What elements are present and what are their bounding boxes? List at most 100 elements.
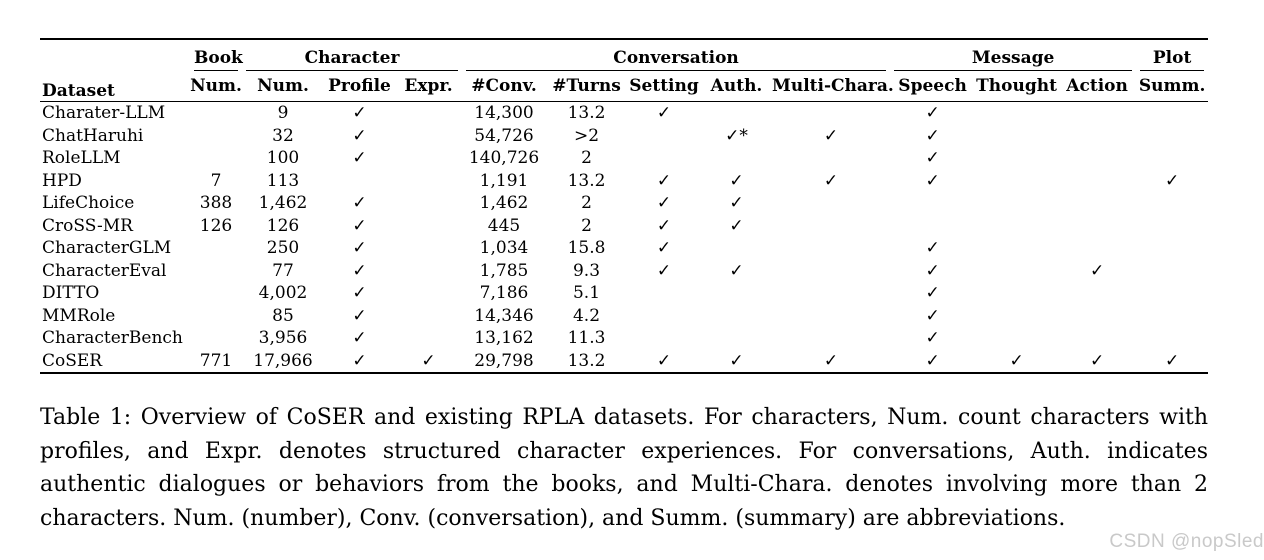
value-cell: 13,162	[474, 328, 534, 348]
empty-cell	[1136, 125, 1208, 148]
check-cell: ✓	[925, 170, 940, 191]
empty-cell	[1136, 192, 1208, 215]
column-header-dataset: Dataset	[40, 39, 190, 102]
empty-cell	[701, 305, 772, 328]
empty-cell	[701, 237, 772, 260]
value-cell: 2	[581, 148, 592, 168]
value-cell: 9	[277, 103, 289, 123]
empty-cell	[395, 327, 462, 350]
dataset-name-cell: ChatHaruhi	[42, 125, 144, 146]
empty-cell	[1058, 147, 1136, 170]
empty-cell	[395, 260, 462, 283]
check-cell: ✓	[925, 103, 940, 123]
check-cell: ✓	[729, 260, 744, 281]
dataset-name-cell: CoSER	[40, 349, 190, 374]
empty-cell	[701, 327, 772, 350]
value-cell: 5.1	[572, 283, 601, 303]
check-cell: ✓	[352, 103, 367, 123]
empty-cell	[190, 147, 242, 170]
group-header-character: Character	[242, 39, 462, 71]
group-header-conversation-label: Conversation	[466, 48, 887, 71]
value-cell: 2	[581, 193, 592, 213]
value-cell: 7,186	[479, 283, 529, 303]
check-cell: ✓	[352, 125, 367, 146]
group-header-book: Book	[190, 39, 243, 71]
value-cell: 4,002	[258, 283, 308, 303]
check-cell: ✓	[352, 305, 367, 326]
empty-cell	[772, 327, 890, 350]
value-cell: 14,346	[474, 305, 534, 326]
table-row: CharacterBench 3,956 ✓ 13,162 11.3 ✓	[40, 327, 1208, 350]
value-cell: 126	[199, 215, 233, 236]
dataset-name-cell: CroSS-MR	[42, 215, 133, 236]
value-cell: 14,300	[474, 103, 534, 123]
empty-cell	[701, 282, 772, 305]
value-cell: 140,726	[468, 148, 540, 168]
check-cell: ✓	[352, 148, 367, 168]
empty-cell	[1136, 305, 1208, 328]
check-cell: ✓*	[725, 125, 748, 146]
datasets-overview-table: Dataset Book Character Conversation Mess…	[40, 38, 1209, 374]
empty-cell	[975, 215, 1058, 238]
empty-cell	[190, 260, 242, 283]
table-row: MMRole 85 ✓ 14,346 4.2 ✓	[40, 305, 1208, 328]
value-cell: 4.2	[572, 305, 601, 326]
column-header-profile: Profile	[324, 71, 395, 102]
table-row: DITTO 4,002 ✓ 7,186 5.1 ✓	[40, 282, 1208, 305]
empty-cell	[1136, 327, 1208, 350]
empty-cell	[701, 147, 772, 170]
check-cell: ✓	[925, 148, 940, 168]
empty-cell	[1136, 215, 1208, 238]
empty-cell	[627, 327, 701, 350]
value-cell: 1,785	[479, 260, 529, 281]
sub-header-row: Num. Num. Profile Expr. #Conv. #Turns Se…	[40, 71, 1209, 102]
empty-cell	[395, 305, 462, 328]
watermark: CSDN @nopSled	[1109, 531, 1264, 552]
empty-cell	[395, 215, 462, 238]
check-cell: ✓	[729, 193, 744, 213]
check-cell: ✓	[925, 125, 940, 146]
check-cell: ✓	[729, 215, 744, 236]
empty-cell	[772, 192, 890, 215]
group-header-book-label: Book	[194, 48, 243, 71]
column-header-book-num: Num.	[190, 71, 242, 102]
dataset-name-cell: CharacterBench	[42, 328, 183, 348]
group-header-character-label: Character	[246, 48, 459, 71]
value-cell: 29,798	[462, 349, 547, 374]
dataset-name-cell: Charater-LLM	[42, 103, 166, 123]
table-row: CharacterEval 77 ✓ 1,785 9.3 ✓ ✓ ✓ ✓	[40, 260, 1208, 283]
empty-cell	[395, 147, 462, 170]
check-cell: ✓	[925, 305, 940, 326]
empty-cell	[772, 237, 890, 260]
group-header-conversation: Conversation	[462, 39, 890, 71]
check-cell: ✓	[975, 349, 1059, 374]
empty-cell	[395, 237, 462, 260]
empty-cell	[190, 237, 242, 260]
empty-cell	[975, 282, 1058, 305]
table-row: Charater-LLM 9 ✓ 14,300 13.2 ✓ ✓	[40, 102, 1208, 125]
empty-cell	[1058, 192, 1136, 215]
column-header-multi-chara: Multi-Chara.	[772, 71, 894, 102]
column-header-action: Action	[1058, 71, 1137, 102]
column-header-thought: Thought	[975, 71, 1059, 102]
empty-cell	[975, 170, 1058, 193]
group-header-message: Message	[890, 39, 1136, 71]
empty-cell	[190, 305, 242, 328]
dataset-name-cell: HPD	[42, 170, 82, 191]
check-cell: ✓	[656, 215, 672, 236]
check-cell: ✓	[352, 215, 367, 236]
empty-cell	[1136, 237, 1208, 260]
check-cell: ✓	[890, 349, 976, 374]
check-cell: ✓	[656, 238, 672, 258]
value-cell: 388	[199, 193, 233, 213]
check-cell: ✓	[701, 349, 773, 374]
table-row: HPD 7 113 1,191 13.2 ✓ ✓ ✓ ✓ ✓	[40, 170, 1208, 193]
empty-cell	[772, 282, 890, 305]
group-header-plot: Plot	[1136, 39, 1208, 71]
column-header-conv-count: #Conv.	[462, 71, 547, 102]
empty-cell	[395, 102, 462, 125]
value-cell: 17,966	[242, 349, 324, 374]
column-header-auth: Auth.	[701, 71, 773, 102]
column-header-character-num: Num.	[242, 71, 324, 102]
empty-cell	[395, 192, 462, 215]
